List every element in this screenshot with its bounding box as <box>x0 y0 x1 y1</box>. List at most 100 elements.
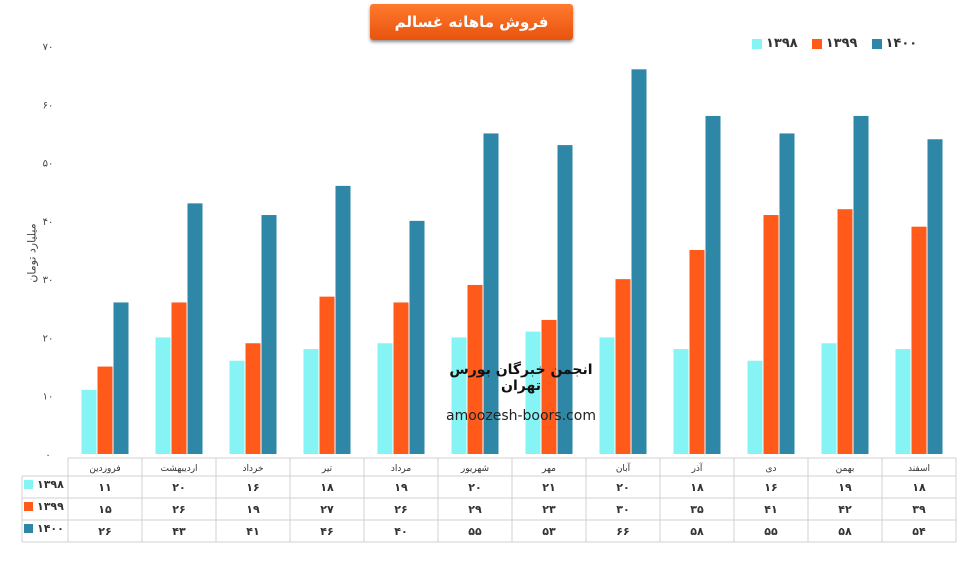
watermark: انجمن خبرگان بورس تهران amoozesh-boors.c… <box>428 362 614 424</box>
bar <box>335 185 351 454</box>
legend-item-1398: ۱۳۹۸ <box>752 36 798 51</box>
table-cell-value: ۵۴ <box>912 525 926 538</box>
table-cell-value: ۲۷ <box>320 503 334 516</box>
table-cell-value: ۱۶ <box>246 481 259 494</box>
bar <box>689 250 705 454</box>
y-tick-label: ۰ <box>45 450 50 461</box>
table-series-1398: ۱۳۹۸ <box>24 474 64 494</box>
table-cell-value: ۲۰ <box>616 481 629 494</box>
legend: ۱۳۹۸ ۱۳۹۹ ۱۴۰۰ <box>752 36 917 51</box>
bar <box>747 360 763 454</box>
table-series-label-1400: ۱۴۰۰ <box>37 521 64 535</box>
table-cell-value: ۲۶ <box>98 525 111 538</box>
table-cell-value: ۲۶ <box>172 503 185 516</box>
table-cell-value: ۱۸ <box>690 481 704 494</box>
category-label: فروردین <box>89 464 120 474</box>
y-tick-label: ۱۰ <box>43 392 54 403</box>
bar <box>779 133 795 454</box>
category-label: تیر <box>321 464 333 474</box>
table-cell-value: ۳۹ <box>912 503 926 516</box>
bar <box>763 215 779 454</box>
table-cell-value: ۵۵ <box>764 525 778 538</box>
table-cell-value: ۲۰ <box>172 481 185 494</box>
table-series-label-1399: ۱۳۹۹ <box>37 499 64 513</box>
bar <box>81 389 97 454</box>
bar <box>393 302 409 454</box>
watermark-url: amoozesh-boors.com <box>446 408 596 424</box>
table-cell-value: ۶۶ <box>616 525 629 538</box>
category-label: مرداد <box>391 464 411 474</box>
legend-item-1399: ۱۳۹۹ <box>811 36 858 51</box>
watermark-title: انجمن خبرگان بورس تهران <box>449 362 593 394</box>
table-cell-value: ۱۶ <box>764 481 777 494</box>
bar <box>927 139 943 454</box>
bar <box>155 337 171 454</box>
y-tick-label: ۲۰ <box>43 333 54 344</box>
category-label: آذر <box>691 462 703 474</box>
bar <box>525 331 541 454</box>
table-cell-value: ۳۵ <box>690 503 704 516</box>
category-label: دی <box>765 464 776 474</box>
bar <box>895 349 911 454</box>
table-cell-value: ۴۳ <box>172 525 186 538</box>
bar <box>557 145 573 455</box>
bar <box>261 215 277 454</box>
legend-swatch-1399 <box>811 38 822 49</box>
table-cell-value: ۴۲ <box>838 503 852 516</box>
y-tick-label: ۷۰ <box>43 42 54 53</box>
bar <box>113 302 129 454</box>
table-cell-value: ۱۹ <box>394 481 408 494</box>
bar <box>615 279 631 454</box>
category-label: اردیبهشت <box>160 464 197 474</box>
y-tick-label: ۶۰ <box>43 100 54 111</box>
bar <box>409 220 425 454</box>
table-cell-value: ۱۵ <box>98 503 112 516</box>
table-cell-value: ۲۱ <box>542 481 555 494</box>
bar <box>245 343 261 454</box>
bar <box>187 203 203 454</box>
table-cell-value: ۴۱ <box>764 503 777 516</box>
table-cell-value: ۴۶ <box>320 525 333 538</box>
table-cell-value: ۱۹ <box>838 481 852 494</box>
category-label: آبان <box>616 462 631 474</box>
bar <box>483 133 499 454</box>
bar <box>97 366 113 454</box>
y-tick-label: ۴۰ <box>43 217 54 228</box>
table-cell-value: ۴۰ <box>394 525 407 538</box>
table-cell-value: ۱۱ <box>98 481 111 494</box>
category-label: اسفند <box>908 464 930 474</box>
y-tick-label: ۵۰ <box>43 159 54 170</box>
data-table: فروردین ۱۱ ۱۵ ۲۶ اردیبهشت ۲۰ ۲۶ ۴۳ خرداد ۱۶ ۱۹ ۴۱ تی… <box>21 457 957 543</box>
table-cell-value: ۲۹ <box>468 503 482 516</box>
legend-label-1400: ۱۴۰۰ <box>885 36 918 51</box>
bar <box>451 337 467 454</box>
bar <box>467 284 483 454</box>
table-cell-value: ۱۹ <box>246 503 260 516</box>
bars <box>81 69 943 455</box>
table-cell-value: ۵۸ <box>838 525 852 538</box>
y-axis-ticks: ۰ ۱۰ ۲۰ ۳۰ ۴۰ ۵۰ ۶۰ ۷۰ <box>43 42 54 461</box>
bar <box>911 226 927 454</box>
bar <box>673 349 689 454</box>
table-series-1400: ۱۴۰۰ <box>24 518 64 538</box>
bar <box>303 349 319 454</box>
y-axis-label: میلیارد تومان <box>25 223 39 283</box>
table-swatch-1400 <box>24 523 33 533</box>
table-cell-value: ۵۵ <box>468 525 482 538</box>
category-label: مهر <box>541 464 556 474</box>
category-label: شهریور <box>460 464 489 474</box>
table-cell-value: ۲۳ <box>542 503 556 516</box>
table-cell-value: ۵۳ <box>542 525 556 538</box>
table-series-1399: ۱۳۹۹ <box>24 496 64 516</box>
y-tick-label: ۳۰ <box>43 275 54 286</box>
table-swatch-1399 <box>24 501 33 511</box>
bar <box>599 337 615 454</box>
bar <box>837 209 853 454</box>
bar <box>229 360 245 454</box>
legend-swatch-1400 <box>871 38 882 49</box>
bar <box>319 296 335 454</box>
bar <box>631 69 647 455</box>
table-cell-value: ۲۶ <box>394 503 407 516</box>
table-cell-value: ۲۰ <box>468 481 481 494</box>
